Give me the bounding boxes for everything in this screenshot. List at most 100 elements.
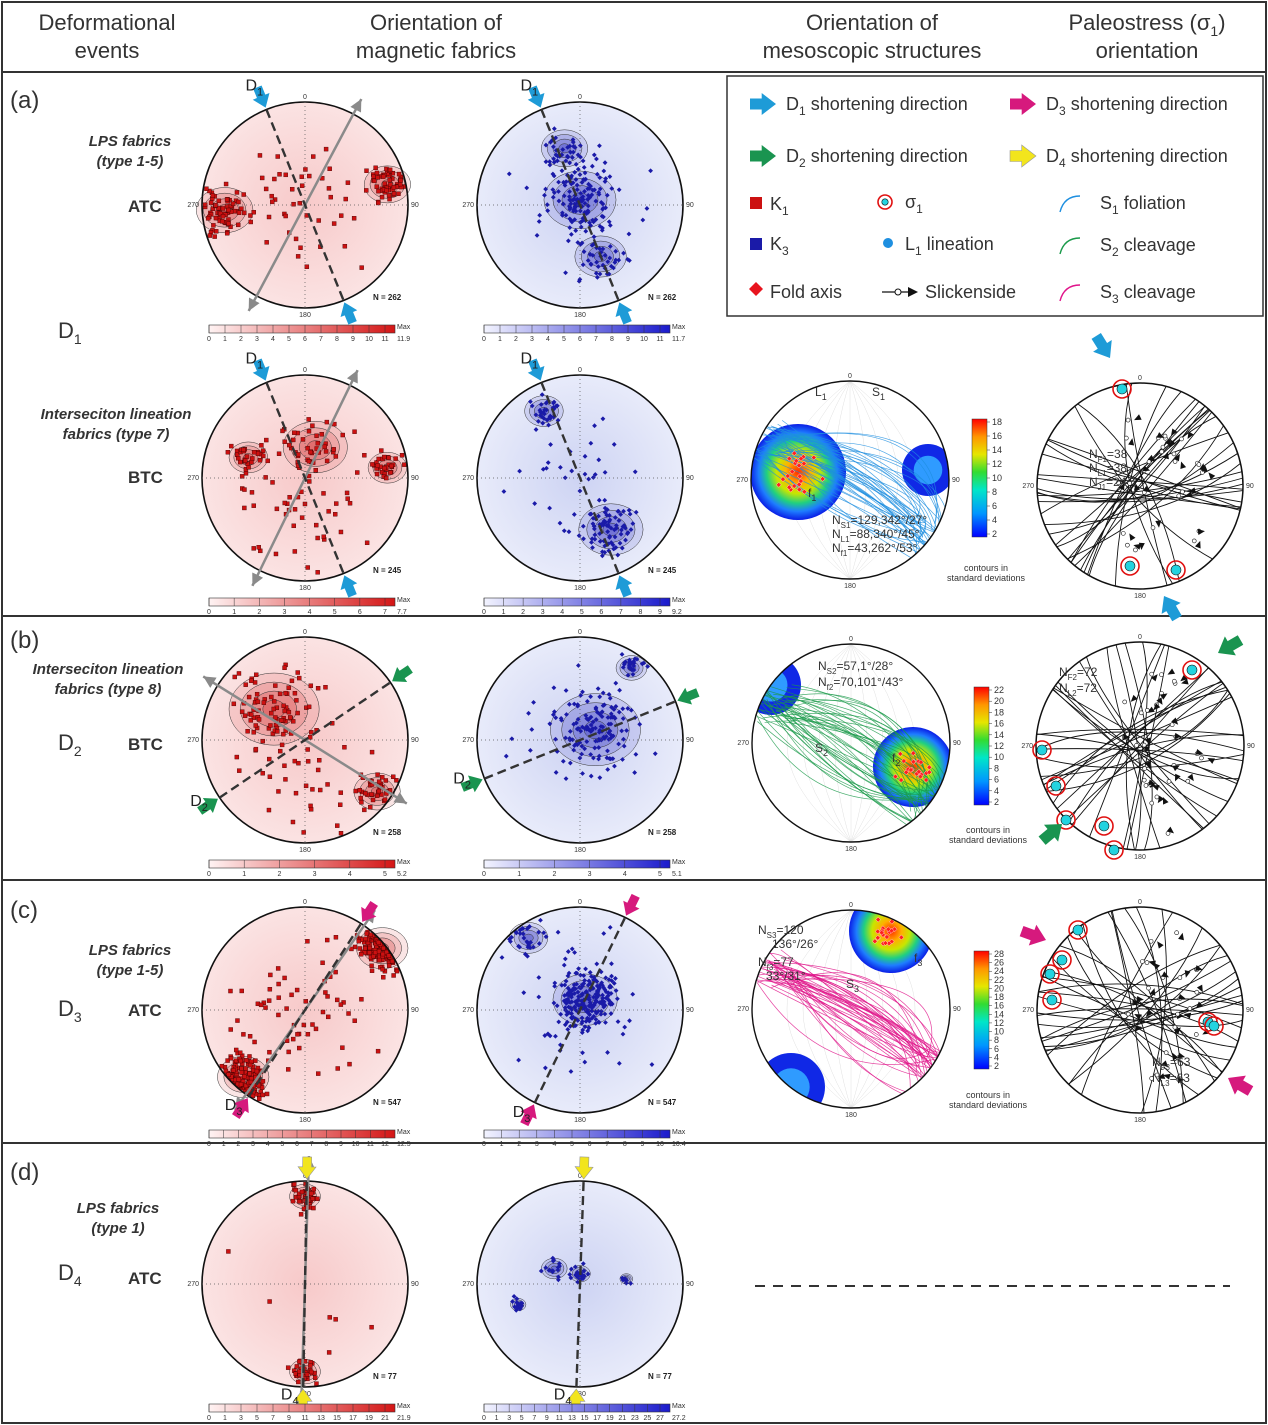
k1-point: [295, 254, 301, 259]
k1-point: [382, 465, 387, 471]
meso-contour: [873, 727, 950, 807]
colorbar-max-value: 12.5: [397, 1141, 411, 1148]
k1-point: [239, 206, 244, 211]
k3-point: [593, 725, 598, 731]
stereonet-tick-e: 90: [686, 1281, 694, 1288]
k3-point: [613, 680, 619, 686]
colorbar-max-value: 27.2: [672, 1415, 686, 1422]
great-circle: [763, 712, 920, 823]
great-circle: [757, 974, 938, 1095]
colorbar-tick-label: 1: [502, 609, 506, 616]
k3-point: [567, 1272, 573, 1277]
slickenside-arrow: [1132, 999, 1141, 1006]
great-circle: [791, 684, 945, 804]
k3-point: [623, 1278, 629, 1283]
k1-point: [226, 1072, 231, 1077]
fold-axis-point: [819, 476, 826, 482]
k3-point: [507, 936, 512, 942]
legend-d1: D1 shortening direction: [786, 94, 968, 118]
k3-point: [652, 751, 658, 757]
great-circle: [777, 452, 923, 535]
k3-point: [577, 488, 583, 494]
paleo-tick-s: 180: [1134, 1117, 1146, 1124]
colorbar-tick-label: 11: [381, 336, 388, 343]
k1-point: [236, 210, 242, 215]
k1-point: [364, 931, 369, 936]
k3-point: [571, 747, 577, 753]
k3-point: [596, 1019, 601, 1025]
k3-point: [567, 760, 573, 766]
k3-point: [574, 182, 580, 188]
k3-point: [569, 1007, 575, 1012]
slickenside-arrow: [1173, 453, 1180, 462]
k3-point: [600, 724, 606, 730]
k3-point: [568, 1069, 574, 1074]
k1-point: [290, 819, 296, 825]
slickenside-marker: [1122, 699, 1128, 705]
meso-tick-e: 90: [953, 740, 961, 747]
k1-point: [257, 1096, 262, 1101]
fabric-label-a1-2: (type 1-5): [97, 153, 164, 170]
meso-colorbar-captions: contours in standard deviations contours…: [947, 563, 1028, 1110]
k3-point: [601, 931, 607, 936]
k3-point: [618, 531, 624, 537]
k1-point: [276, 981, 281, 987]
header-magnetic-fabrics: Orientation of: [370, 10, 503, 35]
k3-point: [559, 210, 565, 216]
colorbar-max-value: 7.7: [397, 609, 407, 616]
k3-point: [563, 212, 569, 218]
k3-point: [567, 143, 573, 149]
meso-b-stat1: NS2=57,1°/28°: [818, 659, 893, 676]
k1-point: [274, 506, 280, 512]
k3-point: [563, 158, 569, 164]
stereonet-tick-w: 270: [462, 475, 474, 482]
k3-point: [583, 1018, 589, 1024]
meso-grid: [802, 644, 852, 842]
k3-point: [598, 1008, 604, 1014]
k1-point: [259, 443, 264, 448]
k3-point: [555, 1274, 561, 1280]
k1-point: [225, 1058, 230, 1063]
fold-axis-point: [884, 934, 890, 940]
shortening-line: [218, 681, 392, 799]
k1-point: [362, 945, 368, 951]
shortening-label: D2: [190, 793, 208, 814]
slickenside-marker: [1180, 489, 1185, 495]
k3-point: [590, 719, 596, 725]
slickenside-arrow: [1128, 438, 1135, 446]
k3-point: [527, 399, 533, 404]
great-circle: [765, 441, 926, 534]
meso-a-f1: f1: [808, 486, 816, 503]
k3-point: [521, 990, 527, 996]
k3-point: [536, 994, 542, 1000]
event-label-d4: D4: [58, 1260, 82, 1289]
meso-colorbar-label: 14: [994, 1009, 1004, 1019]
k3-point: [553, 736, 558, 742]
k1-point: [309, 730, 314, 735]
k3-point: [568, 1266, 574, 1272]
slickenside-marker: [1133, 547, 1138, 553]
k1-point: [369, 792, 374, 797]
legend-k1: K1: [770, 194, 789, 218]
k3-point: [518, 1300, 524, 1306]
k3-point: [603, 1020, 608, 1025]
meso-b-f2: f2: [892, 751, 900, 768]
k1-point: [202, 202, 208, 207]
stereonet-tick-s: 180: [299, 1117, 311, 1124]
k1-square-icon: [750, 197, 762, 209]
k1-point: [282, 763, 287, 768]
slickenside-arrow: [1129, 533, 1136, 541]
paleo-primitive: [1036, 382, 1244, 590]
colorbar-gradient: [208, 1129, 396, 1139]
k3-point: [586, 978, 592, 984]
k1-point: [286, 1049, 291, 1055]
k3-point: [539, 392, 545, 397]
k3-point: [588, 773, 594, 779]
k3-point: [596, 756, 601, 762]
k3-point: [559, 168, 565, 174]
k1-point: [246, 465, 251, 470]
great-circle: [766, 949, 918, 1076]
stereonet-tick-e: 90: [686, 475, 694, 482]
k3-point: [592, 423, 597, 429]
